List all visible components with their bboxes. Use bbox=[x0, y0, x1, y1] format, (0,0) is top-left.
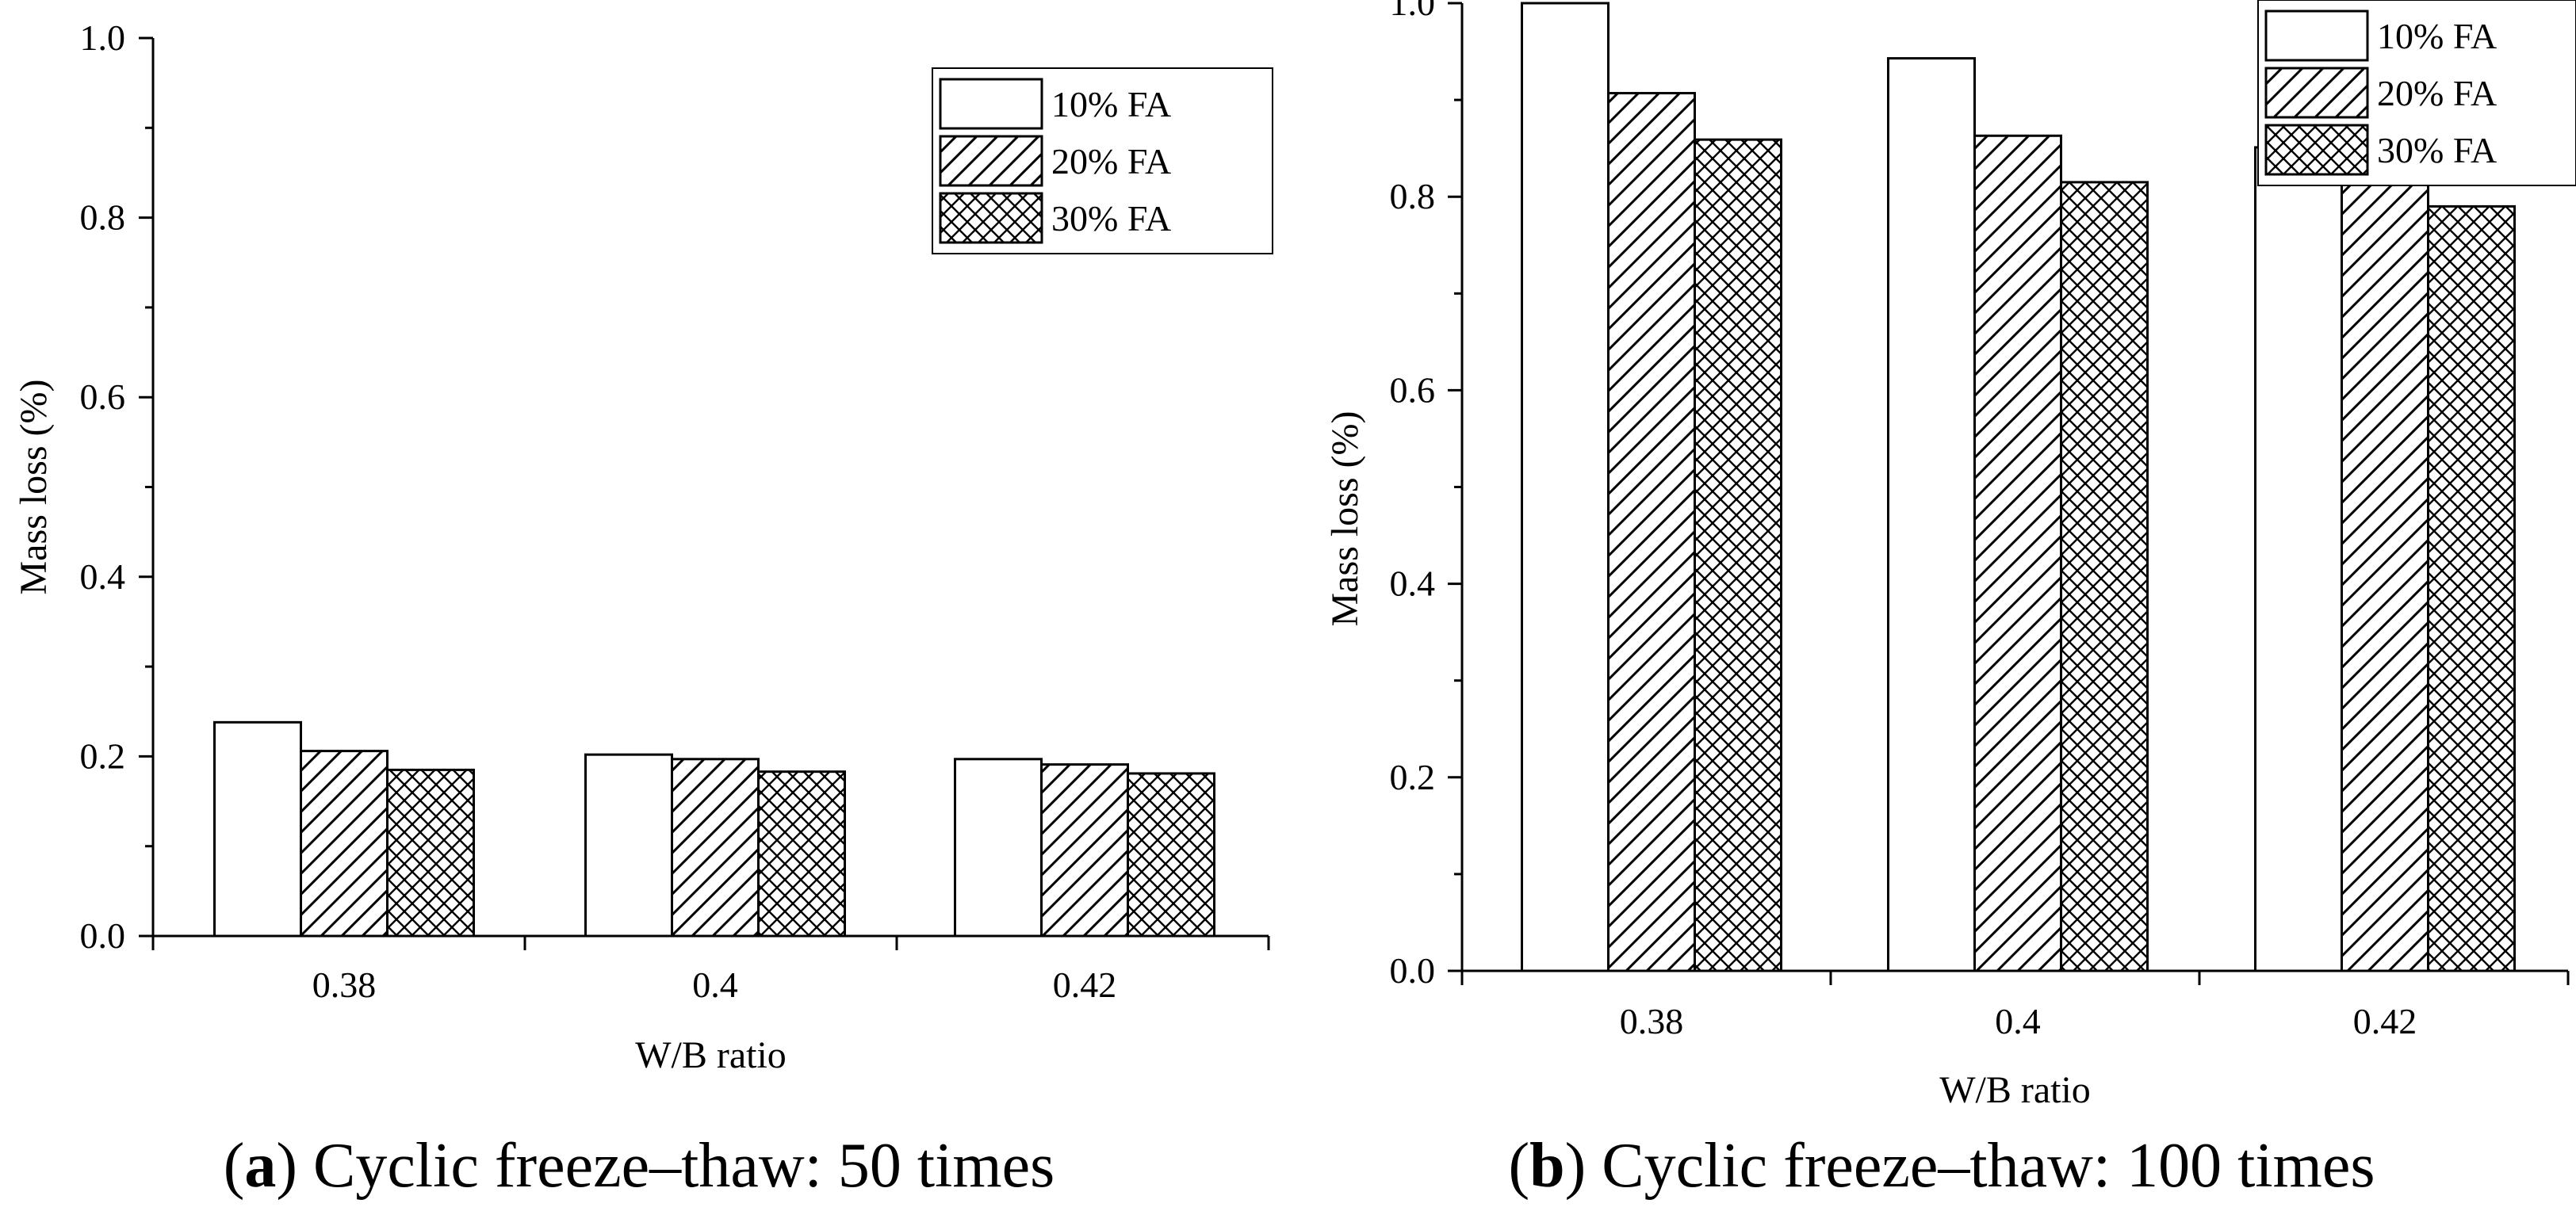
y-tick-label: 0.2 bbox=[1390, 757, 1436, 797]
panel-b-chart: 0.0 0.2 0.4 0.6 0.8 1.0 0.38 0.4 0.42 W/B ratio Ma… bbox=[1324, 0, 2576, 1201]
caption-paren-close: ) bbox=[1565, 1131, 1602, 1201]
caption-text: Cyclic freeze–thaw: 50 times bbox=[313, 1131, 1055, 1201]
bar-20fa-wb-038 bbox=[1607, 92, 1696, 972]
y-axis-title: Mass loss (%) bbox=[13, 380, 55, 595]
legend-swatch bbox=[2264, 67, 2369, 119]
bar-10fa-wb-042 bbox=[2254, 146, 2343, 972]
caption-letter: a bbox=[244, 1131, 276, 1201]
x-tick-label: 0.4 bbox=[1995, 1001, 2041, 1041]
bar-20fa-wb-042 bbox=[2341, 182, 2429, 972]
bar-10fa-wb-04 bbox=[1887, 57, 1976, 972]
y-tick-label: 1.0 bbox=[1390, 0, 1436, 23]
y-tick-label: 0.8 bbox=[1390, 176, 1436, 216]
bar-10fa-wb-038 bbox=[213, 720, 302, 938]
bar-20fa-wb-038 bbox=[300, 750, 389, 938]
y-tick-label: 1.0 bbox=[80, 17, 126, 58]
panel-caption: (b) Cyclic freeze–thaw: 100 times bbox=[1509, 1131, 2375, 1201]
bar-30fa-wb-04 bbox=[757, 770, 846, 938]
bar-10fa-wb-04 bbox=[584, 753, 673, 938]
bar-30fa-wb-038 bbox=[386, 768, 475, 938]
legend-label: 30% FA bbox=[1051, 198, 1171, 239]
x-tick-label: 0.42 bbox=[1053, 965, 1117, 1005]
x-tick-label: 0.38 bbox=[1620, 1001, 1684, 1041]
y-tick-label: 0.6 bbox=[1390, 369, 1436, 410]
legend-label: 30% FA bbox=[2377, 130, 2497, 170]
bar-20fa-wb-04 bbox=[671, 758, 760, 938]
panel-caption: (a) Cyclic freeze–thaw: 50 times bbox=[224, 1131, 1055, 1201]
caption-text: Cyclic freeze–thaw: 100 times bbox=[1602, 1131, 2375, 1201]
legend-swatch bbox=[939, 192, 1043, 244]
bar-30fa-wb-042 bbox=[2427, 204, 2516, 972]
bar-20fa-wb-042 bbox=[1040, 763, 1129, 938]
legend-swatch bbox=[939, 78, 1043, 130]
y-tick-label: 0.6 bbox=[80, 376, 126, 417]
y-tick-label: 0.2 bbox=[80, 735, 126, 776]
bar-20fa-wb-04 bbox=[1973, 134, 2062, 972]
legend-swatch bbox=[2264, 124, 2369, 176]
x-tick-label: 0.42 bbox=[2353, 1001, 2417, 1041]
legend-label: 10% FA bbox=[1051, 84, 1171, 124]
x-tick-label: 0.4 bbox=[692, 965, 738, 1005]
bar-30fa-wb-042 bbox=[1127, 772, 1215, 938]
caption-letter: b bbox=[1529, 1131, 1565, 1201]
bar-10fa-wb-038 bbox=[1521, 2, 1610, 972]
caption-paren-close: ) bbox=[276, 1131, 313, 1201]
y-tick-label: 0.0 bbox=[1390, 950, 1436, 991]
x-tick-label: 0.38 bbox=[312, 965, 377, 1005]
caption-paren-open: ( bbox=[1509, 1131, 1530, 1201]
x-axis-title: W/B ratio bbox=[1939, 1069, 2091, 1111]
panel-a-chart: 0.0 0.2 0.4 0.6 0.8 1.0 0.38 0.4 0.42 W/B ratio Ma… bbox=[13, 17, 1273, 1201]
y-tick-label: 0.4 bbox=[1390, 563, 1436, 604]
y-tick-label: 0.8 bbox=[80, 197, 126, 238]
legend-label: 20% FA bbox=[1051, 141, 1171, 181]
y-tick-label: 0.4 bbox=[80, 556, 126, 597]
y-tick-label: 0.0 bbox=[80, 915, 126, 956]
bar-30fa-wb-038 bbox=[1694, 138, 1782, 972]
bar-10fa-wb-042 bbox=[954, 758, 1043, 938]
legend-label: 10% FA bbox=[2377, 16, 2497, 56]
legend-swatch bbox=[939, 135, 1043, 187]
bar-30fa-wb-04 bbox=[2060, 181, 2149, 972]
y-axis-title: Mass loss (%) bbox=[1324, 411, 1366, 627]
caption-paren-open: ( bbox=[224, 1131, 245, 1201]
legend-label: 20% FA bbox=[2377, 73, 2497, 113]
x-axis-title: W/B ratio bbox=[635, 1034, 787, 1076]
legend-swatch bbox=[2264, 10, 2369, 62]
